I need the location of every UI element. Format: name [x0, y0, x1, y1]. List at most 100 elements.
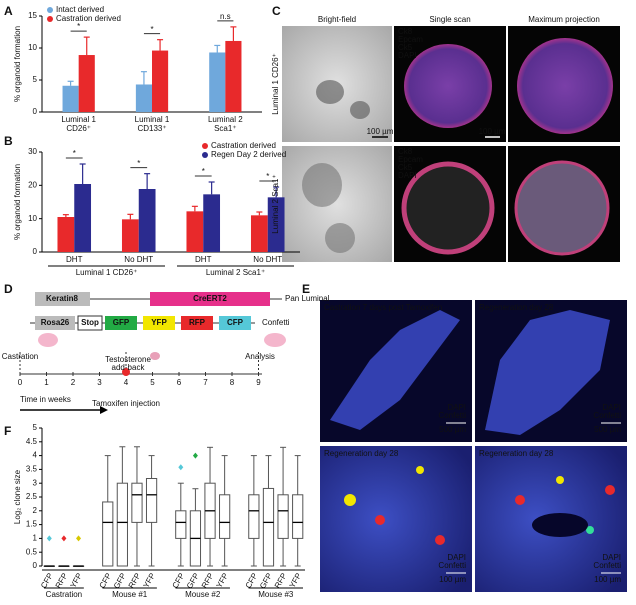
panel-e-images	[320, 300, 627, 592]
significance-label: n.s	[220, 12, 231, 21]
fluor-box	[105, 316, 137, 330]
legend-label: Confetti	[593, 561, 621, 570]
y-tick-label: 2	[33, 506, 38, 515]
x-tick-label: RFP	[54, 572, 70, 590]
box	[277, 494, 289, 539]
box	[131, 482, 143, 523]
y-tick-label: 0	[33, 247, 38, 256]
x-tick-label: DHT	[195, 255, 212, 264]
box	[248, 494, 260, 539]
y-tick-label: 10	[28, 43, 37, 52]
x-tick-label: CFP	[171, 572, 187, 590]
y-tick-label: 30	[28, 147, 37, 156]
outlier	[46, 535, 52, 542]
x-tick-label: GFP	[112, 572, 128, 591]
box	[262, 487, 275, 567]
bar	[121, 219, 139, 252]
bar	[62, 85, 79, 112]
week-label: 7	[203, 378, 208, 387]
stain-label: Epcam	[398, 35, 423, 44]
x-tick-label: YFP	[288, 572, 304, 590]
y-tick-label: 1.5	[26, 520, 38, 529]
image-title: Castration 7 days post Tamoxifen	[324, 303, 442, 312]
x-tick-label: Sca1⁺	[214, 124, 236, 133]
fluor-label: GFP	[113, 318, 130, 327]
box	[102, 501, 114, 567]
y-tick-label: 1	[33, 534, 38, 543]
stain-label: Ck5	[398, 163, 413, 172]
x-tick-label: CFP	[39, 572, 55, 590]
legend-label: DAPI	[602, 403, 621, 412]
week-label: 1	[44, 378, 49, 387]
construct-label: CreERT2	[193, 294, 227, 303]
group-label: Luminal 2 Sca1⁺	[206, 268, 265, 277]
y-tick-label: 4.5	[26, 437, 38, 446]
legend-label: Castration derived	[211, 141, 276, 150]
fluor-label: RFP	[189, 318, 206, 327]
legend-label: DAPI	[447, 553, 466, 562]
row-title: Luminal 1 CD26⁺	[271, 53, 280, 115]
event-label: Castration	[2, 352, 38, 361]
outlier	[192, 452, 198, 459]
image-title: Regeneration day 28	[324, 449, 399, 458]
legend-label: Intact derived	[56, 5, 104, 14]
y-axis-label: % organoid formation	[13, 164, 22, 240]
significance-label: *	[202, 167, 205, 176]
week-label: 4	[124, 378, 129, 387]
y-tick-label: 4	[33, 451, 38, 460]
y-axis-label: % organoid formation	[13, 26, 22, 102]
scale-label: 100 µm	[439, 575, 466, 584]
construct-label: Rosa26	[41, 318, 70, 327]
panel-c-images	[282, 26, 620, 262]
x-tick-label: CFP	[98, 572, 114, 590]
legend-label: Confetti	[438, 561, 466, 570]
week-label: 2	[71, 378, 76, 387]
bar	[152, 50, 169, 112]
outlier	[178, 464, 184, 471]
x-tick-label: RFP	[273, 572, 289, 590]
y-tick-label: 15	[28, 11, 37, 20]
image-title: Regeneration day 28	[479, 303, 554, 312]
week-label: 3	[97, 378, 102, 387]
group-label: Mouse #1	[112, 590, 148, 599]
image-title: Regeneration day 28	[479, 449, 554, 458]
legend-swatch	[202, 152, 208, 158]
x-tick-label: YFP	[142, 572, 158, 590]
week-label: 8	[230, 378, 235, 387]
x-tick-label: YFP	[215, 572, 231, 590]
significance-label: *	[77, 22, 80, 31]
bar	[225, 40, 242, 112]
group-label: Luminal 1 CD26⁺	[76, 268, 138, 277]
legend-swatch	[47, 7, 53, 13]
legend-label: Regen Day 2 derived	[211, 150, 286, 159]
fluor-box	[219, 316, 251, 330]
bar	[250, 215, 268, 252]
x-tick-label: DHT	[66, 255, 83, 264]
construct-label: Stop	[81, 318, 99, 327]
stain-label: Ck8	[398, 27, 413, 36]
y-tick-label: 0	[33, 561, 38, 570]
x-tick-label: CD26⁺	[66, 124, 91, 133]
box	[145, 478, 158, 523]
x-tick-label: CFP	[244, 572, 260, 590]
panel-label: A	[4, 4, 13, 18]
y-tick-label: 2.5	[26, 492, 38, 501]
y-tick-label: 5	[33, 75, 38, 84]
scale-label: 100 µm	[367, 127, 394, 136]
week-label: 5	[150, 378, 155, 387]
fluor-label: CFP	[227, 318, 244, 327]
scale-label: 500 µm	[594, 425, 621, 434]
week-label: 9	[256, 378, 261, 387]
group-label: Mouse #2	[185, 590, 221, 599]
stain-label: DAPI	[398, 51, 417, 60]
x-tick-label: GFP	[185, 572, 201, 591]
stain-label: DAPI	[398, 171, 417, 180]
x-tick-label: RFP	[200, 572, 216, 590]
bar	[186, 211, 204, 252]
panel-label: C	[272, 4, 281, 18]
stain-label: Epcam	[398, 155, 423, 164]
bar	[209, 52, 226, 112]
event-label: Analysis	[245, 352, 275, 361]
significance-label: *	[73, 149, 76, 158]
